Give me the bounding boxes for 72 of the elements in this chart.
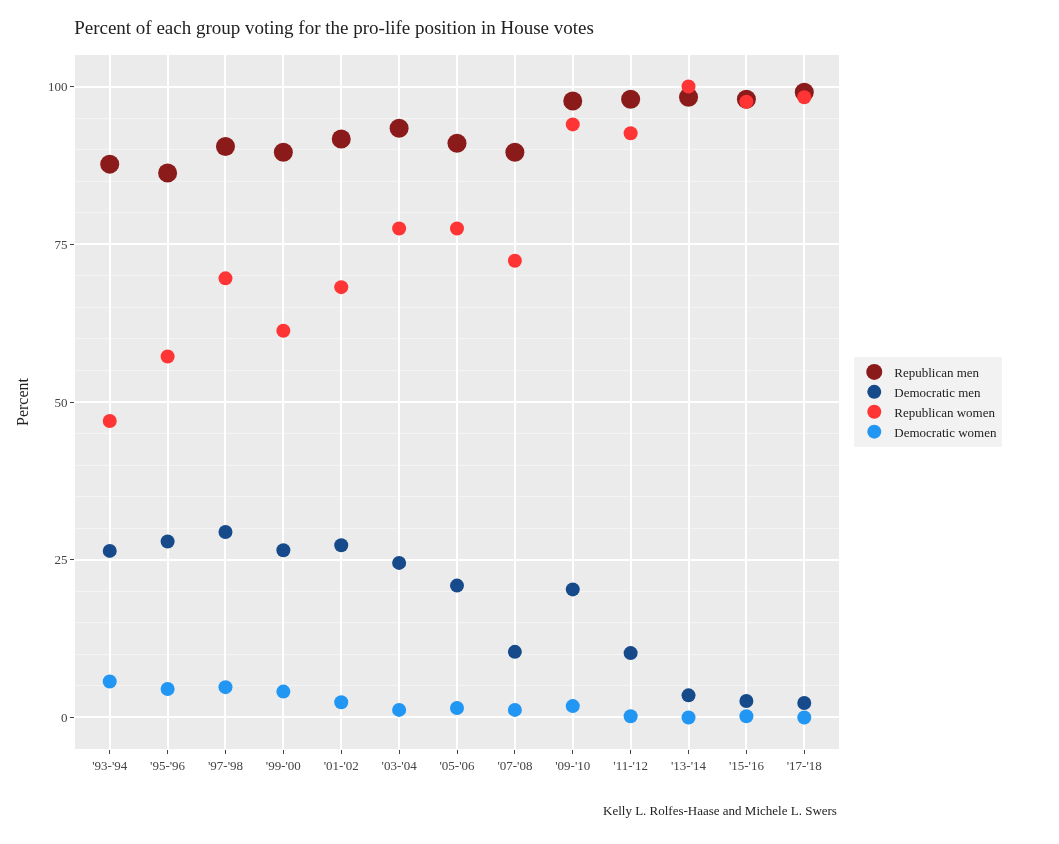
point bbox=[565, 117, 580, 132]
legend-label: Republican women bbox=[894, 404, 996, 420]
point bbox=[565, 699, 580, 714]
point bbox=[505, 142, 525, 162]
y-tick-label: 100 bbox=[47, 79, 68, 95]
point bbox=[218, 271, 233, 286]
x-tick-label: '09-'10 bbox=[555, 757, 591, 773]
point bbox=[276, 684, 291, 699]
legend-label: Republican men bbox=[894, 365, 980, 381]
point bbox=[389, 118, 409, 138]
y-tick-label: 75 bbox=[54, 236, 68, 252]
y-tick-label: 50 bbox=[54, 394, 68, 410]
x-tick-label: '11-'12 bbox=[613, 757, 648, 773]
x-tick-label: '07-'08 bbox=[497, 757, 533, 773]
point bbox=[334, 695, 349, 710]
point bbox=[215, 136, 235, 156]
text: Kelly L. Rolfes-Haase and Michele L. Swers bbox=[603, 803, 837, 818]
point bbox=[160, 682, 175, 697]
point bbox=[218, 680, 233, 695]
y-tick-label: 25 bbox=[54, 552, 68, 568]
x-tick-label: '01-'02 bbox=[323, 757, 359, 773]
point bbox=[334, 538, 349, 553]
point bbox=[160, 349, 175, 364]
y-axis-title: Percent bbox=[13, 377, 31, 426]
point bbox=[392, 555, 407, 570]
point bbox=[276, 323, 291, 338]
x-tick-label: '03-'04 bbox=[381, 757, 418, 773]
x-tick-label: '97-'98 bbox=[207, 757, 243, 773]
y-tick-label: 0 bbox=[60, 710, 68, 725]
point bbox=[158, 163, 178, 183]
point bbox=[681, 688, 696, 703]
x-tick-label: '93-'94 bbox=[92, 757, 128, 773]
point bbox=[797, 710, 812, 725]
point bbox=[739, 709, 754, 724]
point bbox=[681, 710, 696, 725]
point bbox=[331, 129, 351, 149]
x-tick-label: '95-'96 bbox=[150, 757, 186, 773]
point bbox=[100, 154, 120, 174]
point bbox=[507, 253, 522, 268]
point bbox=[334, 280, 349, 295]
x-tick-label: '15-'16 bbox=[728, 757, 765, 773]
x-tick-label: '13-'14 bbox=[671, 757, 707, 773]
point bbox=[507, 702, 522, 717]
point bbox=[276, 543, 291, 558]
point bbox=[621, 89, 641, 109]
point bbox=[102, 413, 117, 428]
point bbox=[392, 702, 407, 717]
legend-label: Democratic women bbox=[894, 424, 997, 440]
point bbox=[273, 142, 293, 162]
point bbox=[739, 694, 754, 709]
point bbox=[102, 674, 117, 689]
point bbox=[565, 582, 580, 597]
point bbox=[450, 578, 464, 593]
point bbox=[507, 644, 522, 659]
point bbox=[218, 524, 233, 539]
point bbox=[623, 126, 638, 141]
point bbox=[447, 133, 467, 153]
point bbox=[160, 534, 175, 549]
x-tick-label: '05-'06 bbox=[439, 757, 476, 773]
point bbox=[623, 646, 638, 661]
point bbox=[392, 221, 407, 236]
point bbox=[450, 221, 464, 236]
legend-label: Democratic men bbox=[894, 384, 982, 400]
point bbox=[623, 709, 638, 724]
chart-title: Percent of each group voting for the pro-life position in House votes bbox=[74, 17, 594, 39]
point bbox=[563, 91, 583, 111]
point bbox=[681, 79, 696, 94]
point bbox=[102, 543, 117, 558]
point bbox=[797, 695, 812, 710]
x-tick-label: '99-'00 bbox=[265, 757, 301, 773]
x-tick-label: '17-'18 bbox=[786, 757, 822, 773]
point bbox=[450, 700, 464, 715]
